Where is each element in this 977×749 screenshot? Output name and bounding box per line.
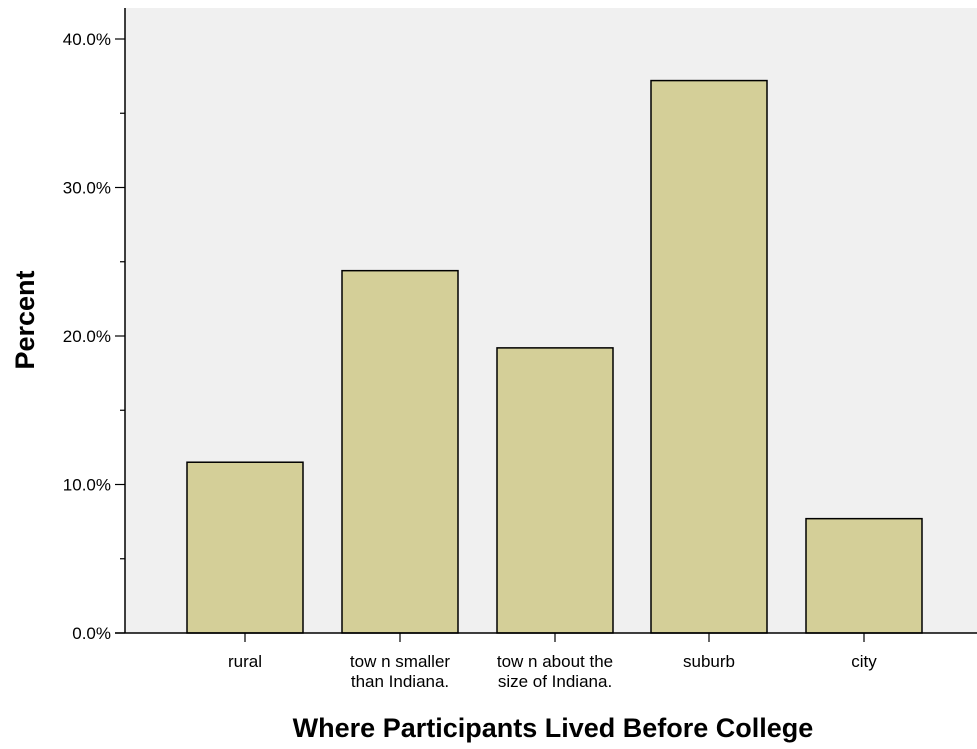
bar-2 [496, 347, 614, 634]
x-category-label: city [851, 652, 877, 671]
y-tick-label: 0.0% [72, 624, 111, 643]
bar-1 [341, 269, 459, 634]
x-category-label: tow n smaller than Indiana. [350, 652, 450, 691]
x-category-label: suburb [683, 652, 735, 671]
bars-group [186, 79, 923, 634]
bar-4 [805, 517, 923, 634]
y-axis: 0.0% 10.0% 20.0% 30.0% 40.0% [63, 8, 126, 643]
y-tick-label: 40.0% [63, 30, 111, 49]
x-category-label: rural [228, 652, 262, 671]
y-tick-label: 30.0% [63, 179, 111, 198]
y-axis-title: Percent [10, 270, 40, 369]
x-category-label: tow n about the size of Indiana. [497, 652, 613, 691]
bar-3 [650, 79, 768, 634]
y-tick-label: 20.0% [63, 327, 111, 346]
x-axis: rural tow n smaller than Indiana. tow n abo… [115, 632, 977, 691]
y-tick-label: 10.0% [63, 476, 111, 495]
x-axis-title: Where Participants Lived Before College [293, 713, 814, 743]
bar-0 [186, 461, 304, 634]
